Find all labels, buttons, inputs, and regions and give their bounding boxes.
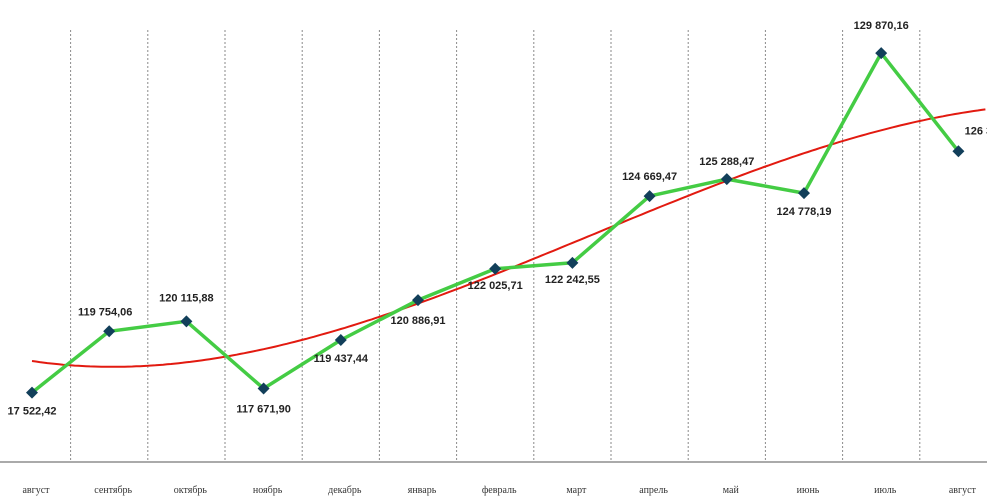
- data-label: 124 669,47: [622, 171, 677, 183]
- x-tick-label: январь: [408, 485, 437, 496]
- data-point-marker: [180, 315, 193, 328]
- data-label: 119 437,44: [314, 353, 369, 365]
- data-point-marker: [875, 47, 888, 60]
- data-label: 120 115,88: [159, 292, 213, 304]
- data-point-marker: [720, 173, 733, 186]
- data-label: 119 754,06: [78, 306, 132, 318]
- x-tick-label: ноябрь: [253, 485, 283, 496]
- x-tick-label: сентябрь: [94, 485, 132, 496]
- data-point-marker: [566, 256, 579, 269]
- data-point-marker: [412, 294, 424, 307]
- x-tick-label: июнь: [797, 485, 820, 496]
- data-point-marker: [103, 325, 116, 338]
- data-label: 126 3: [965, 125, 987, 137]
- series-line: [30, 51, 960, 394]
- x-tick-label: июль: [874, 485, 897, 496]
- data-label: 122 242,55: [545, 274, 600, 286]
- data-label: 129 870,16: [854, 20, 909, 32]
- data-point-marker: [334, 333, 347, 346]
- data-point-marker: [643, 190, 656, 203]
- x-tick-label: май: [723, 485, 740, 496]
- data-point-marker: [489, 262, 502, 275]
- x-tick-label: август: [949, 485, 977, 496]
- data-label: 117 671,90: [236, 404, 290, 416]
- data-label: 120 886,91: [390, 315, 445, 327]
- data-point-marker: [798, 187, 810, 200]
- x-tick-label: февраль: [482, 485, 517, 496]
- gridlines: [70, 30, 921, 462]
- data-point-marker: [257, 382, 270, 395]
- data-label: 17 522,42: [8, 406, 57, 418]
- data-label: 124 778,19: [776, 206, 831, 218]
- x-tick-label: август: [22, 485, 50, 496]
- x-axis: август сентябрь октябрь ноябрь декабрь январь…: [0, 461, 987, 496]
- x-tick-label: апрель: [639, 485, 668, 496]
- data-label: 125 288,47: [699, 156, 754, 168]
- data-point-marker: [952, 145, 965, 158]
- x-tick-label: октябрь: [174, 485, 208, 496]
- x-tick-label: декабрь: [328, 485, 362, 496]
- series-layer: [26, 47, 965, 399]
- x-tick-label: март: [566, 485, 587, 496]
- data-point-marker: [26, 386, 38, 399]
- data-label: 122 025,71: [468, 280, 523, 292]
- data-labels: 17 522,42 119 754,06 120 115,88 117 671,90 1…: [8, 20, 987, 418]
